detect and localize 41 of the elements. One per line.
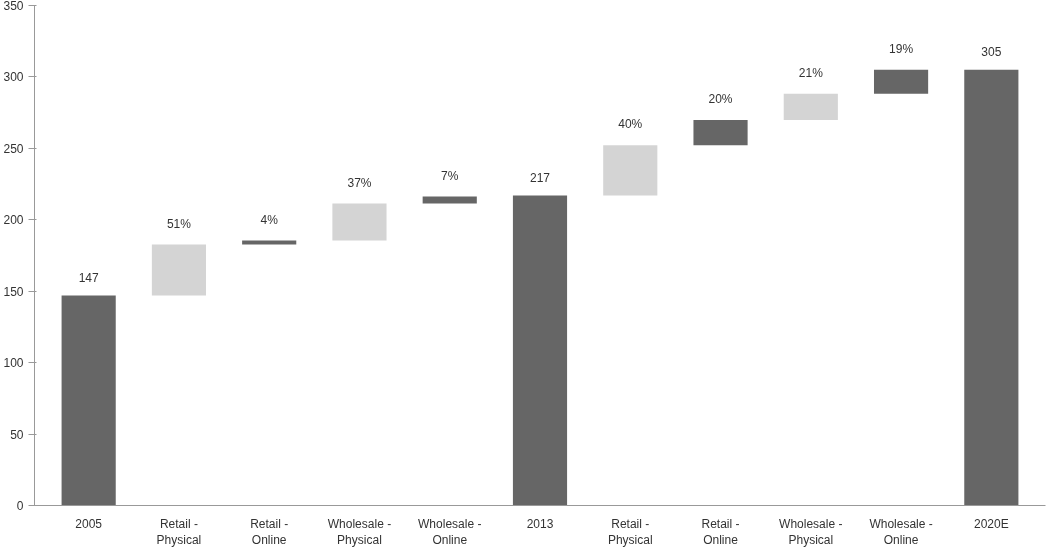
- x-tick-label: 2020E: [973, 516, 1009, 531]
- annotation: 51%: [166, 216, 192, 231]
- x-tick-label: Retail - Online: [701, 516, 740, 548]
- y-tick-label: 250: [3, 141, 24, 156]
- annotation: 7%: [441, 168, 459, 183]
- annotation: 20%: [708, 92, 733, 107]
- x-tick-label: Retail - Physical: [156, 516, 202, 548]
- x-tick-label: Wholesale - Online: [869, 516, 933, 548]
- bar: [151, 244, 207, 296]
- data-label: 147: [78, 270, 99, 285]
- y-tick-label: 350: [3, 0, 24, 13]
- annotation: 37%: [347, 175, 372, 190]
- bar: [964, 69, 1019, 506]
- x-tick-label: Wholesale - Online: [418, 516, 482, 548]
- bar: [693, 120, 748, 146]
- y-tick-label: 150: [3, 284, 24, 299]
- bar: [61, 295, 116, 506]
- bar: [242, 240, 297, 245]
- annotation: 4%: [260, 212, 279, 227]
- x-tick-label: Retail - Online: [250, 516, 289, 548]
- y-tick-label: 200: [3, 213, 24, 228]
- x-tick-label: Retail - Physical: [607, 516, 653, 548]
- x-tick-label: 2013: [526, 516, 554, 531]
- data-label: 217: [529, 170, 551, 185]
- y-tick-label: 300: [3, 70, 24, 85]
- x-tick-label: 2005: [75, 516, 103, 531]
- x-tick-label: Wholesale - Physical: [327, 516, 392, 548]
- bar: [422, 196, 477, 204]
- data-label: 305: [981, 44, 1002, 59]
- annotation: 40%: [618, 117, 643, 132]
- bar: [603, 145, 658, 196]
- bar: [512, 195, 568, 506]
- y-tick-label: 50: [10, 427, 24, 442]
- x-tick-label: Wholesale - Physical: [779, 516, 843, 548]
- annotation: 19%: [889, 41, 914, 56]
- bar: [873, 69, 929, 94]
- y-tick-label: 100: [3, 356, 24, 371]
- annotation: 21%: [798, 65, 824, 80]
- bar: [332, 203, 387, 241]
- y-tick-label: 0: [16, 499, 24, 513]
- bar: [783, 93, 838, 121]
